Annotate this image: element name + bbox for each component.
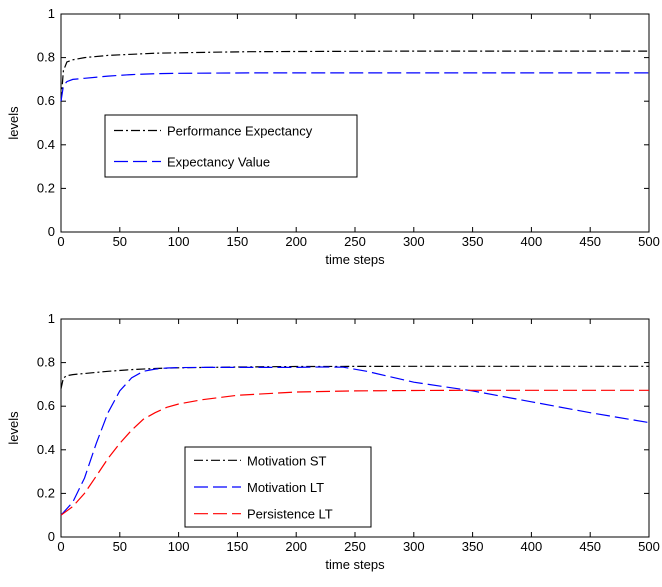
y-tick-label: 0.8 — [37, 50, 55, 65]
x-tick-label: 450 — [579, 539, 601, 554]
x-axis-label: time steps — [325, 252, 385, 267]
x-tick-label: 250 — [344, 234, 366, 249]
legend-label: Motivation LT — [247, 480, 324, 495]
x-tick-label: 0 — [57, 539, 64, 554]
y-tick-label: 1 — [48, 6, 55, 21]
y-axis-label: levels — [6, 411, 21, 445]
y-tick-label: 0 — [48, 529, 55, 544]
x-tick-label: 100 — [168, 234, 190, 249]
x-tick-label: 200 — [285, 539, 307, 554]
y-tick-label: 0.6 — [37, 398, 55, 413]
x-tick-label: 200 — [285, 234, 307, 249]
x-tick-label: 300 — [403, 539, 425, 554]
legend: Performance Expectancy Expectancy Value — [104, 114, 358, 178]
y-tick-label: 0.8 — [37, 355, 55, 370]
x-tick-label: 400 — [521, 234, 543, 249]
chart-panel-2: 0 50 100 150 200 250 300 350 400 450 500 0 0.2 0.4 0.6… — [6, 311, 660, 572]
y-tick-label: 0.4 — [37, 442, 55, 457]
series-line-3 — [60, 389, 649, 516]
x-tick-label: 350 — [462, 234, 484, 249]
x-tick-label: 50 — [113, 234, 127, 249]
legend-label: Motivation ST — [247, 453, 327, 468]
y-axis-label: levels — [6, 106, 21, 140]
x-tick-label: 300 — [403, 234, 425, 249]
legend-label: Performance Expectancy — [167, 124, 313, 139]
series-line-2 — [60, 72, 649, 102]
x-tick-label: 250 — [344, 539, 366, 554]
x-tick-label: 450 — [579, 234, 601, 249]
y-tick-label: 0.6 — [37, 93, 55, 108]
x-tick-label: 500 — [638, 539, 660, 554]
x-tick-label: 0 — [57, 234, 64, 249]
x-tick-label: 50 — [113, 539, 127, 554]
legend: Motivation ST Motivation LT Persistence LT — [184, 446, 372, 528]
y-tick-label: 0.2 — [37, 485, 55, 500]
x-tick-label: 400 — [521, 539, 543, 554]
x-tick-label: 100 — [168, 539, 190, 554]
legend-label: Persistence LT — [247, 507, 333, 522]
series-line-1 — [60, 50, 649, 102]
y-tick-label: 1 — [48, 311, 55, 326]
y-tick-label: 0.4 — [37, 137, 55, 152]
chart-panel-1: 0 50 100 150 200 250 300 350 400 450 500 0 0.2 0.4 0.6… — [6, 6, 660, 267]
x-tick-label: 350 — [462, 539, 484, 554]
x-tick-label: 150 — [227, 234, 249, 249]
x-tick-label: 150 — [227, 539, 249, 554]
x-tick-label: 500 — [638, 234, 660, 249]
series-line-1 — [60, 365, 649, 389]
legend-label: Expectancy Value — [167, 155, 270, 170]
x-axis-label: time steps — [325, 557, 385, 572]
legend-box — [104, 114, 358, 178]
y-tick-label: 0.2 — [37, 180, 55, 195]
series-line-2 — [60, 366, 650, 516]
y-tick-label: 0 — [48, 224, 55, 239]
